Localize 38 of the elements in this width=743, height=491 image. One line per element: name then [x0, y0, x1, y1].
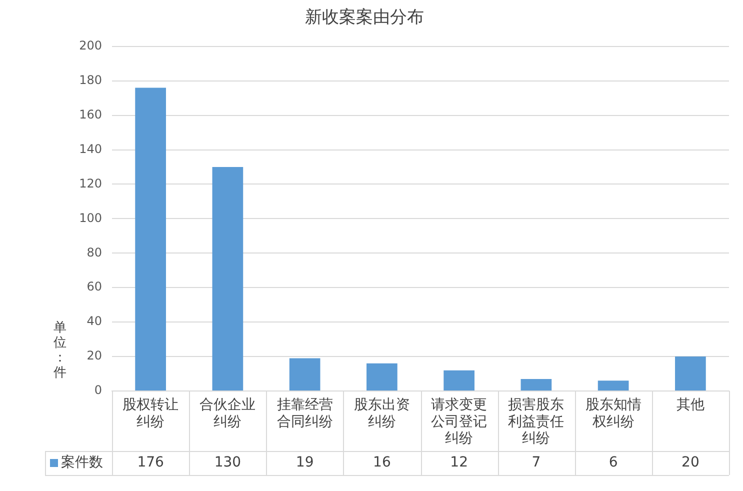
y-tick-label: 100 [79, 210, 102, 225]
x-tick-label: 合伙企业纠纷 [200, 397, 256, 430]
y-tick-label: 20 [86, 348, 102, 363]
data-label: 16 [373, 454, 391, 471]
x-tick-label: 其他 [676, 397, 704, 414]
x-tick-label: 股权转让纠纷 [122, 397, 179, 430]
bar [444, 370, 474, 390]
y-tick-label: 180 [79, 72, 102, 87]
data-label: 6 [608, 454, 618, 471]
y-tick-label: 60 [86, 280, 102, 294]
y-tick-label: 120 [79, 176, 102, 190]
x-tick-label: 挂靠经营合同纠纷 [276, 397, 333, 430]
data-label: 20 [682, 454, 700, 471]
bar [675, 356, 706, 390]
y-tick-label: 0 [94, 383, 102, 398]
data-label: 176 [137, 454, 164, 471]
y-tick-label: 140 [79, 142, 102, 156]
x-tick-label: 请求变更公司登记纠纷 [431, 397, 488, 447]
bar [289, 358, 320, 390]
x-tick-label: 股东知情权纠纷 [585, 397, 642, 430]
data-label: 7 [532, 454, 541, 471]
y-axis-title: 单位：件 [54, 320, 66, 380]
bar [212, 167, 244, 390]
y-tick-label: 80 [86, 245, 102, 260]
legend-label: 案件数 [61, 454, 103, 471]
data-label: 130 [214, 454, 242, 471]
data-label: 19 [296, 454, 314, 471]
y-tick-label: 200 [79, 38, 102, 53]
x-tick-label: 损害股东利益责任纠纷 [508, 397, 564, 447]
x-tick-label: 股东出资纠纷 [354, 397, 410, 430]
bar [520, 378, 552, 390]
y-tick-label: 160 [79, 107, 102, 122]
data-label: 12 [450, 454, 468, 471]
bar [366, 363, 398, 390]
bar [135, 88, 166, 390]
chart-title: 新收案案由分布 [305, 8, 424, 28]
y-tick-label: 40 [86, 314, 102, 328]
bar [598, 380, 629, 390]
